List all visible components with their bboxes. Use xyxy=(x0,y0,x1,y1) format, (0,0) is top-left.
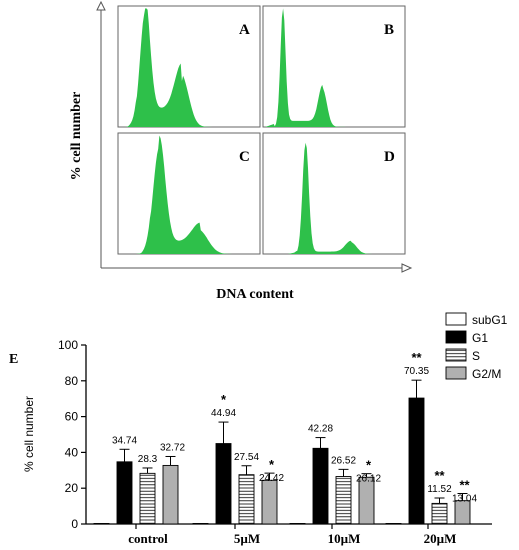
data-label-G2M-1: 24.42 xyxy=(259,473,284,484)
bar-subG1-3 xyxy=(385,523,402,525)
panel-label-A: A xyxy=(239,22,250,38)
data-label-G2M-3: 13.04 xyxy=(452,493,477,504)
legend-label-G1: G1 xyxy=(472,331,488,345)
data-label-G2M-2: 26.12 xyxy=(356,474,381,485)
data-label-S-3: 11.52 xyxy=(427,484,452,495)
panel-label-E: E xyxy=(9,352,18,367)
y-tick-label-60: 60 xyxy=(65,410,79,424)
panel-label-D: D xyxy=(384,149,395,165)
data-label-S-2: 26.52 xyxy=(331,455,356,466)
bar-subG1-2 xyxy=(289,523,306,525)
bar-G2M-1 xyxy=(261,479,278,525)
category-label-3: 20µM xyxy=(424,531,457,546)
bar-S-0 xyxy=(139,472,156,525)
y-tick-label-100: 100 xyxy=(58,338,78,352)
bar-S-1 xyxy=(238,474,255,525)
panel-label-C: C xyxy=(239,149,250,165)
data-label-G1-2: 42.28 xyxy=(308,424,333,435)
data-label-G1-3: 70.35 xyxy=(404,366,429,377)
histogram-fill-C xyxy=(118,135,260,254)
category-label-0: control xyxy=(128,531,168,546)
legend-swatch-G1 xyxy=(445,330,467,344)
legend-label-G2M: G2/M xyxy=(472,367,501,381)
significance-mark-S-3: ** xyxy=(434,468,445,483)
bar-G1-2 xyxy=(312,447,329,525)
bar-G1-1 xyxy=(215,443,232,525)
data-label-G1-1: 44.94 xyxy=(211,408,236,419)
category-label-1: 5µM xyxy=(234,531,260,546)
y-tick-label-80: 80 xyxy=(65,374,79,388)
top-y-axis-arrow xyxy=(96,0,106,11)
bar-S-2 xyxy=(335,476,352,525)
legend-label-S: S xyxy=(472,349,480,363)
significance-mark-G2M-3: ** xyxy=(459,477,470,492)
bar-chart: 34.7428.332.72control44.94*27.5424.42*5µ… xyxy=(93,350,477,546)
significance-mark-G1-1: * xyxy=(221,392,227,407)
bar-S-3 xyxy=(431,502,448,525)
bar-G1-0 xyxy=(116,461,133,525)
legend-swatch-subG1 xyxy=(445,312,467,326)
data-label-G1-0: 34.74 xyxy=(112,435,137,446)
histogram-panel-C xyxy=(117,132,261,255)
y-tick-label-40: 40 xyxy=(65,445,79,459)
top-x-axis-arrow xyxy=(401,263,413,273)
top-y-axis-label: % cell number xyxy=(69,92,84,181)
histogram-panel-B xyxy=(262,5,406,128)
significance-mark-G2M-1: * xyxy=(269,457,275,472)
significance-mark-G2M-2: * xyxy=(366,458,372,473)
bar-y-axis-label: % cell number xyxy=(22,396,36,472)
top-x-axis-label: DNA content xyxy=(216,287,294,302)
bar-subG1-1 xyxy=(192,523,209,525)
legend-swatch-G2M xyxy=(445,366,467,380)
histogram-fill-A xyxy=(118,8,260,127)
significance-mark-G1-3: ** xyxy=(411,350,422,365)
data-label-G2M-0: 32.72 xyxy=(160,442,185,453)
histogram-panel-D xyxy=(262,132,406,255)
legend-swatch-S xyxy=(445,348,467,362)
y-tick-label-20: 20 xyxy=(65,481,79,495)
data-label-S-0: 28.3 xyxy=(138,454,158,465)
category-label-2: 10µM xyxy=(328,531,361,546)
panel-label-B: B xyxy=(384,22,394,38)
legend: subG1 G1 S G2/M xyxy=(445,312,508,381)
bar-G1-3 xyxy=(408,397,425,525)
histogram-panels: A B C D xyxy=(96,0,413,273)
bar-G2M-0 xyxy=(162,464,179,525)
legend-label-subG1: subG1 xyxy=(472,313,508,327)
y-tick-label-0: 0 xyxy=(71,517,78,531)
data-label-S-1: 27.54 xyxy=(234,452,259,463)
bar-subG1-0 xyxy=(93,523,110,525)
